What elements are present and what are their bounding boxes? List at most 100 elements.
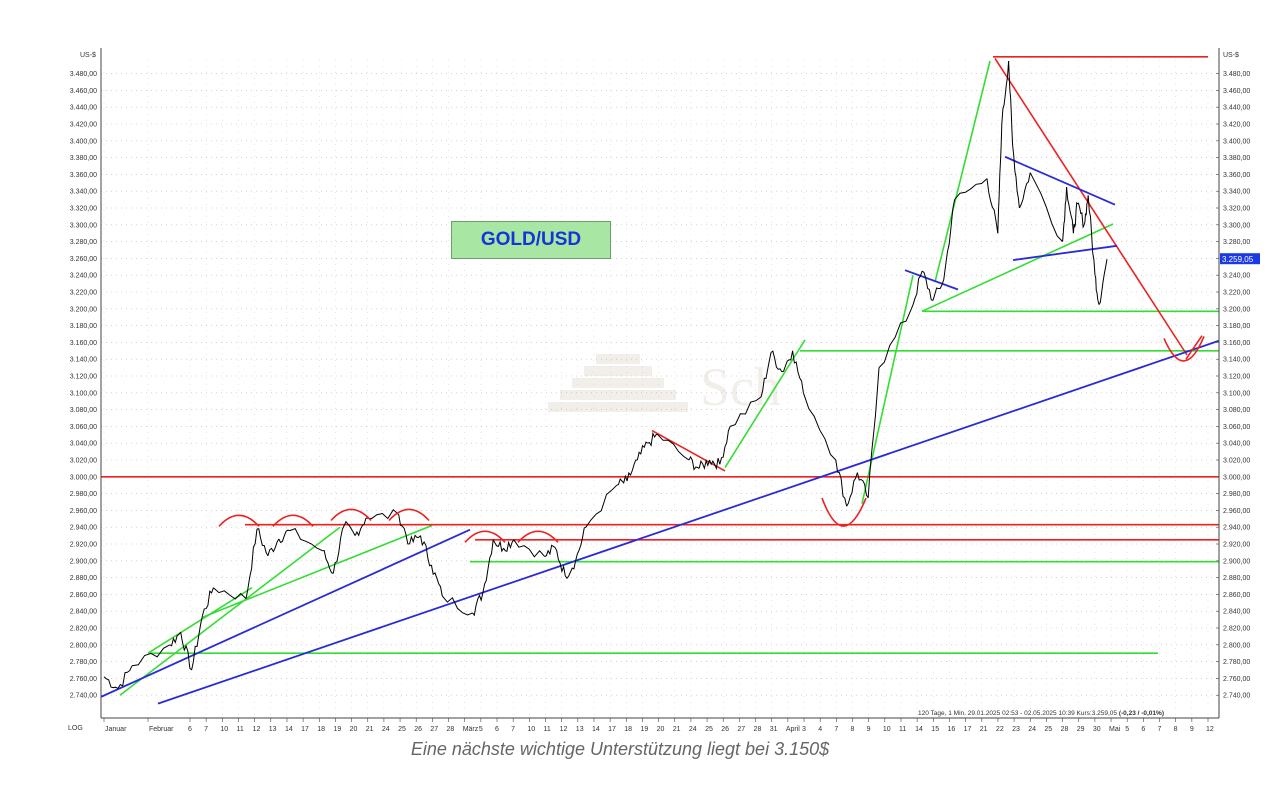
y-tick-label: 2.920,00 xyxy=(70,542,97,549)
y-tick-label: 3.180,00 xyxy=(1223,323,1250,330)
last-price-badge: 3.259,05 xyxy=(1220,253,1260,265)
price-segment xyxy=(472,592,484,617)
price-segment xyxy=(409,534,421,545)
x-tick-label: 20 xyxy=(350,726,358,733)
y-tick-label: 3.140,00 xyxy=(1223,357,1250,364)
price-segment xyxy=(802,392,837,461)
y-tick-label: 3.320,00 xyxy=(1223,206,1250,213)
price-segment xyxy=(846,472,858,507)
y-tick-label: 3.060,00 xyxy=(70,424,97,431)
price-segment xyxy=(760,352,772,398)
price-segment xyxy=(636,441,648,461)
y-tick-label: 2.740,00 xyxy=(70,693,97,700)
y-tick-label: 3.480,00 xyxy=(70,71,97,78)
x-tick-label: Januar xyxy=(105,726,127,733)
y-tick-label: 3.120,00 xyxy=(1223,374,1250,381)
x-tick-label: 13 xyxy=(269,726,277,733)
top-arc xyxy=(464,530,506,543)
chart-info-text: 120 Tage, 1 Min. 29.01.2025 02:53 - 02.0… xyxy=(918,710,1164,717)
x-tick-label: 31 xyxy=(770,726,778,733)
y-axis-left: 2.740,00 2.760,00 2.780,00 2.800,00 2.820,00… xyxy=(70,71,97,700)
x-tick-label: 17 xyxy=(301,726,309,733)
y-tick-label: 3.280,00 xyxy=(1223,239,1250,246)
top-arcs xyxy=(218,335,1205,543)
y-tick-label: 3.340,00 xyxy=(1223,189,1250,196)
y-axis-right: 2.740,00 2.760,00 2.780,00 2.800,00 2.820,00… xyxy=(1223,71,1250,700)
price-segment xyxy=(867,367,880,498)
trend-line-lower-short xyxy=(100,528,471,698)
correction-line xyxy=(651,429,726,472)
top-arc xyxy=(388,508,430,522)
x-tick-label: 4 xyxy=(818,726,822,733)
x-tick-label: 8 xyxy=(1174,726,1178,733)
y-tick-label: 3.140,00 xyxy=(70,357,97,364)
flag-line xyxy=(904,269,959,291)
x-tick-label: 7 xyxy=(511,726,515,733)
price-segment xyxy=(709,457,721,471)
price-segment xyxy=(398,514,410,545)
y-tick-label: 3.200,00 xyxy=(1223,306,1250,313)
y-tick-label: 2.880,00 xyxy=(1223,575,1250,582)
price-segment xyxy=(1012,144,1020,209)
price-series xyxy=(103,60,1108,689)
wedge-top-line xyxy=(1004,155,1116,206)
price-segment xyxy=(1077,202,1085,229)
bottom-arc xyxy=(821,497,867,527)
x-tick-label: 28 xyxy=(447,726,455,733)
y-tick-label: 3.420,00 xyxy=(70,122,97,129)
price-segment xyxy=(781,350,794,373)
y-tick-label: 3.160,00 xyxy=(70,340,97,347)
price-segment xyxy=(719,426,731,465)
x-tick-label: 29 xyxy=(1077,726,1085,733)
price-segment xyxy=(856,472,869,499)
y-tick-label: 3.120,00 xyxy=(70,374,97,381)
x-tick-label: 5 xyxy=(1125,726,1129,733)
y-tick-label: 3.060,00 xyxy=(1223,424,1250,431)
price-segment xyxy=(430,564,443,597)
price-segment xyxy=(117,665,133,689)
price-segment xyxy=(954,178,988,200)
y-tick-label: 3.100,00 xyxy=(1223,390,1250,397)
price-segment xyxy=(1072,201,1078,234)
y-tick-label: 2.860,00 xyxy=(70,592,97,599)
unit-label-right: US-$ xyxy=(1223,52,1239,59)
price-segment xyxy=(835,459,848,507)
x-tick-label: 14 xyxy=(592,726,600,733)
price-segment xyxy=(932,279,945,301)
x-tick-label: März xyxy=(463,726,479,733)
x-tick-label: 27 xyxy=(737,726,745,733)
top-arc xyxy=(330,508,372,522)
y-tick-label: 3.260,00 xyxy=(70,256,97,263)
y-tick-label: 2.940,00 xyxy=(1223,525,1250,532)
y-tick-label: 3.300,00 xyxy=(1223,222,1250,229)
chart-info-change: (-0,23 / -0,01%) xyxy=(1119,710,1164,717)
price-segment xyxy=(1094,275,1100,305)
x-tick-label: 21 xyxy=(673,726,681,733)
y-tick-label: 3.300,00 xyxy=(70,222,97,229)
y-tick-label: 3.220,00 xyxy=(1223,290,1250,297)
support-trend-line xyxy=(921,223,1114,313)
y-tick-label: 2.880,00 xyxy=(70,575,97,582)
price-segment xyxy=(921,270,934,301)
y-tick-label: 2.780,00 xyxy=(1223,659,1250,666)
y-tick-label: 2.920,00 xyxy=(1223,542,1250,549)
top-arc xyxy=(517,530,559,543)
x-tick-label: 27 xyxy=(430,726,438,733)
price-segment xyxy=(1001,60,1010,125)
x-tick-label: 25 xyxy=(398,726,406,733)
y-tick-label: 2.980,00 xyxy=(70,491,97,498)
x-tick-label: 12 xyxy=(560,726,568,733)
y-tick-label: 3.440,00 xyxy=(1223,105,1250,112)
x-tick-label: 5 xyxy=(479,726,483,733)
price-segment xyxy=(1083,195,1089,225)
y-tick-label: 3.020,00 xyxy=(70,458,97,465)
x-tick-label: 28 xyxy=(1061,726,1069,733)
y-tick-label: 3.360,00 xyxy=(70,172,97,179)
x-tick-label: 10 xyxy=(527,726,535,733)
x-tick-label: 10 xyxy=(220,726,228,733)
x-tick-label: 11 xyxy=(899,726,906,733)
x-tick-label: 26 xyxy=(721,726,729,733)
x-tick-label: 14 xyxy=(285,726,293,733)
x-tick-label: 19 xyxy=(333,726,341,733)
support-lines xyxy=(119,60,1219,696)
